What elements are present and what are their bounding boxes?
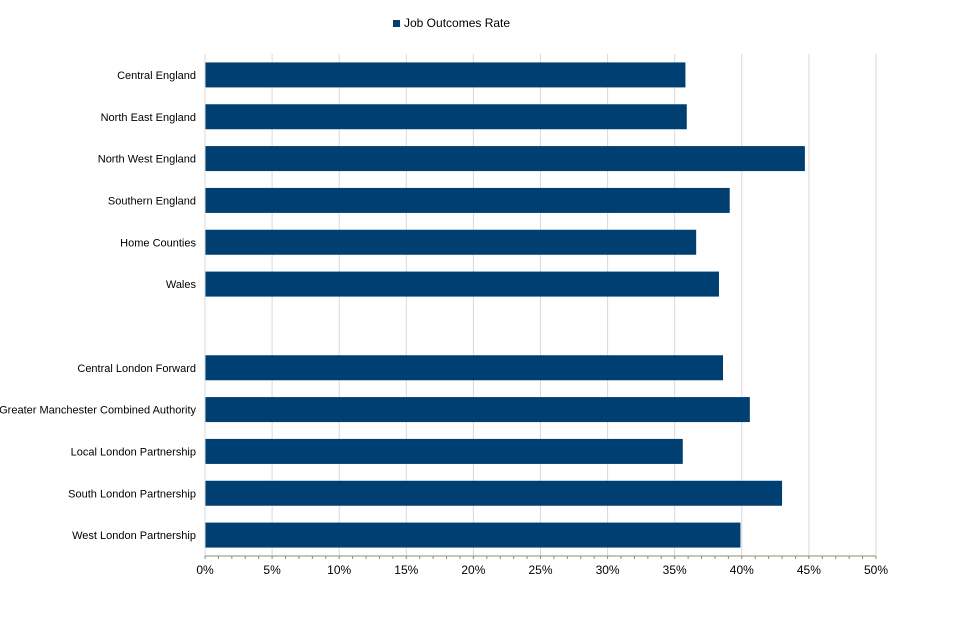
- x-tick-label: 25%: [528, 563, 552, 577]
- x-tick-label: 10%: [327, 563, 351, 577]
- bar: [205, 522, 741, 548]
- x-tick-label: 45%: [797, 563, 821, 577]
- x-tick-label: 35%: [663, 563, 687, 577]
- x-tick-label: 0%: [196, 563, 214, 577]
- x-tick-label: 20%: [461, 563, 485, 577]
- bar: [205, 438, 683, 464]
- x-tick-label: 15%: [394, 563, 418, 577]
- bar: [205, 355, 724, 381]
- category-label: West London Partnership: [72, 530, 196, 542]
- legend-label: Job Outcomes Rate: [404, 16, 511, 30]
- bar: [205, 271, 719, 297]
- x-tick-label: 50%: [864, 563, 888, 577]
- category-label: Central England: [117, 70, 196, 82]
- category-label: Wales: [166, 279, 197, 291]
- legend-swatch: [393, 19, 400, 27]
- category-label: Southern England: [108, 195, 196, 207]
- x-tick-label: 5%: [263, 563, 281, 577]
- bar: [205, 62, 686, 88]
- category-label: North West England: [98, 154, 196, 166]
- bar: [205, 104, 687, 130]
- bar: [205, 187, 730, 213]
- bar: [205, 397, 750, 423]
- category-label: Home Counties: [120, 237, 196, 249]
- category-label: South London Partnership: [68, 488, 196, 500]
- bar: [205, 480, 783, 506]
- chart-legend: Job Outcomes Rate: [393, 16, 510, 30]
- bar: [205, 146, 805, 172]
- bar: [205, 229, 697, 255]
- x-tick-label: 40%: [730, 563, 754, 577]
- x-tick-label: 30%: [596, 563, 620, 577]
- category-label: North East England: [101, 112, 196, 124]
- category-label: Central London Forward: [77, 363, 196, 375]
- category-label: Greater Manchester Combined Authority: [0, 405, 196, 417]
- category-label: Local London Partnership: [71, 446, 196, 458]
